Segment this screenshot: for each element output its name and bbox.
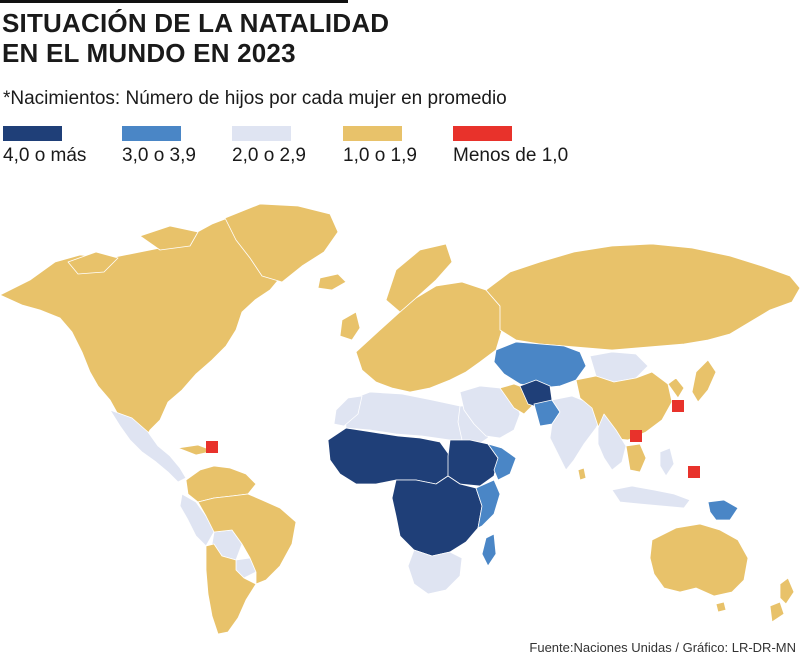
legend-item-less-than-1: Menos de 1,0 xyxy=(453,126,568,167)
region-east-africa xyxy=(475,479,501,529)
region-se-asia xyxy=(597,413,627,471)
region-indochina xyxy=(625,443,647,473)
legend-label: Menos de 1,0 xyxy=(453,145,569,166)
title-line-2: EN EL MUNDO EN 2023 xyxy=(2,38,296,68)
marker-hongkong xyxy=(630,430,642,442)
region-sudan xyxy=(447,439,499,487)
legend-label: 3,0 o 3,9 xyxy=(122,145,196,166)
marker-korea xyxy=(672,400,684,412)
region-morocco xyxy=(333,395,363,427)
title-line-1: SITUACIÓN DE LA NATALIDAD xyxy=(2,8,390,38)
legend-swatch xyxy=(343,126,402,141)
region-europe xyxy=(355,281,503,393)
region-philippines xyxy=(659,447,675,477)
region-indonesia xyxy=(611,485,691,509)
region-sri-lanka xyxy=(577,467,587,481)
region-greenland xyxy=(224,203,339,283)
region-australia xyxy=(649,523,749,597)
region-arctic-islands-2 xyxy=(67,251,119,275)
legend-label: 1,0 o 1,9 xyxy=(343,145,417,166)
legend-item-2-to-2-9: 2,0 o 2,9 xyxy=(232,126,306,167)
region-korea xyxy=(667,377,685,399)
region-tasmania xyxy=(715,601,727,613)
region-uk xyxy=(339,311,361,341)
legend-swatch xyxy=(122,126,181,141)
region-mexico xyxy=(109,409,187,483)
legend-swatch xyxy=(232,126,291,141)
legend-swatch xyxy=(3,126,62,141)
region-new-zealand xyxy=(779,577,795,605)
subtitle: *Nacimientos: Número de hijos por cada m… xyxy=(3,88,507,109)
legend-item-1-to-1-9: 1,0 o 1,9 xyxy=(343,126,417,167)
region-central-africa xyxy=(391,475,483,557)
marker-taiwan xyxy=(688,466,700,478)
marker-caribbean xyxy=(206,441,218,453)
region-madagascar xyxy=(481,533,497,567)
region-southern-africa xyxy=(407,549,463,595)
region-russia xyxy=(485,243,800,351)
legend-item-3-to-3-9: 3,0 o 3,9 xyxy=(122,126,196,167)
legend-item-4-plus: 4,0 o más xyxy=(3,126,86,167)
region-horn xyxy=(487,443,517,481)
region-new-zealand-south xyxy=(769,601,785,623)
region-png xyxy=(707,499,739,521)
region-arctic-islands xyxy=(139,225,199,251)
legend-label: 2,0 o 2,9 xyxy=(232,145,306,166)
legend-label: 4,0 o más xyxy=(3,145,87,166)
legend: 4,0 o más 3,0 o 3,9 2,0 o 2,9 1,0 o 1,9 … xyxy=(3,126,603,172)
region-japan xyxy=(691,359,717,403)
region-scandinavia xyxy=(385,243,453,313)
region-middle-east xyxy=(459,385,521,439)
source-note: Fuente:Naciones Unidas / Gráfico: LR-DR-… xyxy=(529,640,796,655)
region-colombia-venezuela xyxy=(185,465,257,503)
region-central-asia xyxy=(493,341,587,389)
region-brazil xyxy=(197,493,297,585)
chart-title: SITUACIÓN DE LA NATALIDAD EN EL MUNDO EN… xyxy=(2,8,389,68)
region-iceland xyxy=(317,273,347,291)
legend-swatch xyxy=(453,126,512,141)
world-map xyxy=(0,203,800,635)
top-rule xyxy=(0,0,348,3)
region-southern-cone xyxy=(205,543,257,635)
